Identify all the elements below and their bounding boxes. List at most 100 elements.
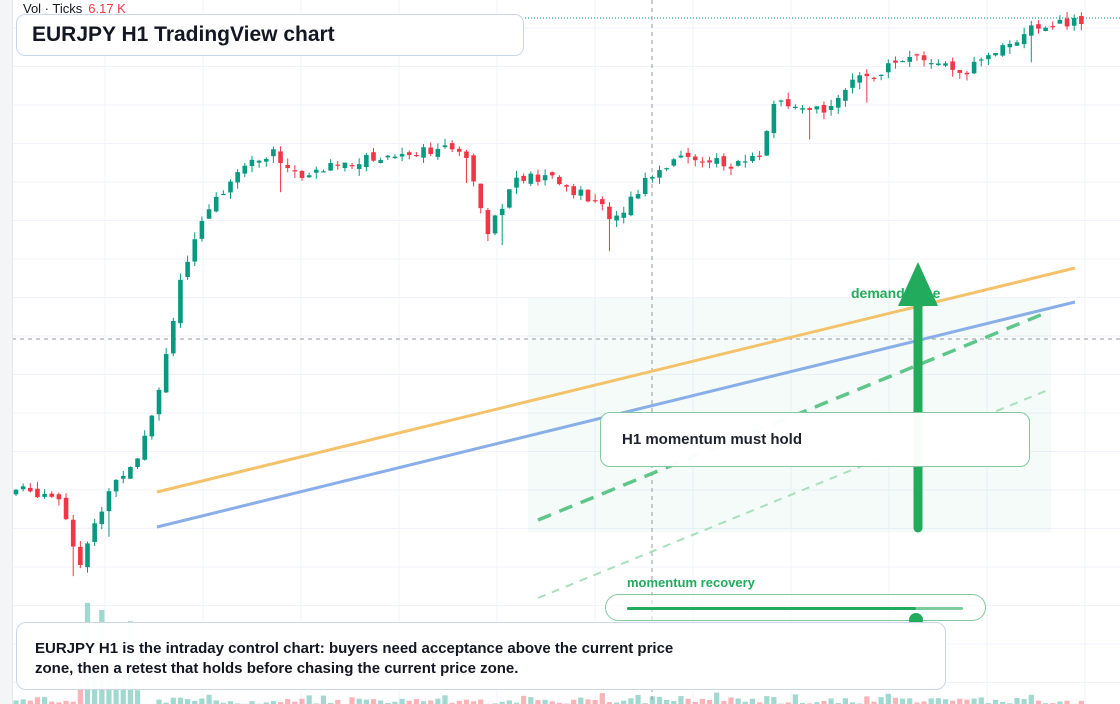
trendline-green-faint bbox=[537, 389, 1049, 599]
candle-body bbox=[256, 160, 262, 163]
volume-bar bbox=[678, 696, 684, 704]
volume-bar bbox=[292, 701, 298, 704]
volume-bar bbox=[270, 701, 276, 704]
candle-body bbox=[185, 261, 190, 277]
candle-body bbox=[557, 176, 562, 185]
volume-bar bbox=[428, 700, 434, 704]
candle-body bbox=[978, 59, 984, 61]
candle-body bbox=[464, 151, 469, 159]
candle-body bbox=[192, 239, 198, 262]
candle-body bbox=[907, 56, 913, 62]
volume-bar bbox=[706, 700, 713, 704]
volume-bar bbox=[592, 699, 598, 704]
candle-body bbox=[764, 131, 770, 156]
candle-body bbox=[807, 108, 812, 110]
candle-body bbox=[564, 185, 569, 187]
candle-body bbox=[428, 147, 433, 154]
volume-bar bbox=[692, 701, 698, 704]
volume-bar bbox=[192, 700, 198, 704]
volume-bar bbox=[463, 699, 470, 704]
volume-bar bbox=[249, 701, 255, 704]
volume-bar bbox=[606, 702, 613, 704]
volume-legend[interactable]: Vol · Ticks 6.17 K bbox=[23, 1, 126, 16]
volume-bar bbox=[871, 701, 877, 704]
candle-body bbox=[364, 154, 369, 168]
volume-bar bbox=[900, 698, 906, 704]
price-scale-strip bbox=[0, 0, 13, 704]
candle-body bbox=[314, 169, 319, 173]
volume-bar bbox=[621, 700, 627, 704]
volume-bar bbox=[799, 702, 806, 704]
volume-bar bbox=[499, 701, 505, 704]
slider-track[interactable] bbox=[627, 607, 963, 627]
candle-body bbox=[814, 106, 820, 110]
candle-body bbox=[128, 466, 133, 479]
candle-body bbox=[328, 163, 333, 171]
candle-body bbox=[700, 161, 705, 163]
candle-body bbox=[235, 172, 240, 183]
candle-body bbox=[213, 196, 219, 212]
candle-body bbox=[507, 189, 512, 208]
candlestick-series bbox=[13, 12, 1084, 577]
volume-bar bbox=[1064, 700, 1070, 704]
candle-body bbox=[156, 389, 162, 415]
volume-bar bbox=[535, 700, 541, 704]
candle-body bbox=[349, 165, 355, 167]
candle-body bbox=[70, 519, 76, 547]
volume-bar bbox=[406, 700, 412, 704]
candle-body bbox=[106, 491, 112, 512]
candle-body bbox=[478, 183, 484, 209]
volume-bar bbox=[370, 699, 377, 704]
candle-body bbox=[485, 210, 491, 235]
volume-bar bbox=[785, 702, 791, 704]
candle-body bbox=[292, 170, 298, 172]
candle-body bbox=[928, 63, 934, 65]
candle-body bbox=[828, 106, 834, 111]
candle-body bbox=[1064, 18, 1070, 27]
candle-body bbox=[1057, 19, 1063, 24]
candle-body bbox=[242, 165, 248, 174]
candle-body bbox=[499, 208, 505, 216]
candle-body bbox=[521, 175, 526, 181]
volume-bar bbox=[320, 695, 327, 704]
candle-body bbox=[435, 148, 441, 157]
candle-body bbox=[571, 186, 576, 196]
candle-body bbox=[778, 100, 784, 102]
candle-body bbox=[793, 106, 798, 109]
volume-bar bbox=[614, 702, 620, 704]
candle-body bbox=[986, 55, 991, 60]
volume-bar bbox=[664, 699, 670, 704]
volume-bar bbox=[885, 693, 891, 704]
volume-bar bbox=[1000, 702, 1006, 704]
volume-bar bbox=[34, 697, 41, 704]
volume-bar bbox=[935, 698, 941, 704]
candle-body bbox=[549, 172, 555, 176]
volume-bar bbox=[385, 702, 391, 704]
volume-bar bbox=[134, 690, 141, 704]
candle-body bbox=[514, 177, 519, 188]
candle-body bbox=[371, 152, 376, 161]
candle-body bbox=[628, 196, 634, 216]
candle-body bbox=[878, 74, 884, 76]
volume-bar bbox=[456, 700, 462, 704]
volume-bar bbox=[914, 702, 920, 704]
analysis-note-card: EURJPY H1 is the intraday control chart:… bbox=[16, 622, 946, 690]
momentum-slider[interactable] bbox=[605, 594, 986, 627]
volume-bar bbox=[749, 698, 756, 704]
volume-bar bbox=[635, 694, 641, 704]
candle-body bbox=[392, 156, 398, 159]
candle-body bbox=[221, 193, 226, 196]
candle-body bbox=[78, 546, 83, 565]
candle-body bbox=[306, 175, 312, 178]
volume-bar bbox=[70, 701, 76, 704]
candle-body bbox=[20, 486, 26, 490]
volume-bar bbox=[728, 697, 734, 704]
candle-body bbox=[299, 170, 305, 178]
volume-bar bbox=[957, 698, 963, 704]
volume-bar bbox=[42, 697, 48, 704]
candle-body bbox=[285, 165, 290, 169]
volume-bar bbox=[1014, 698, 1020, 704]
volume-bar bbox=[828, 698, 834, 704]
volume-bar bbox=[1028, 694, 1034, 704]
slider-fill bbox=[627, 607, 916, 610]
